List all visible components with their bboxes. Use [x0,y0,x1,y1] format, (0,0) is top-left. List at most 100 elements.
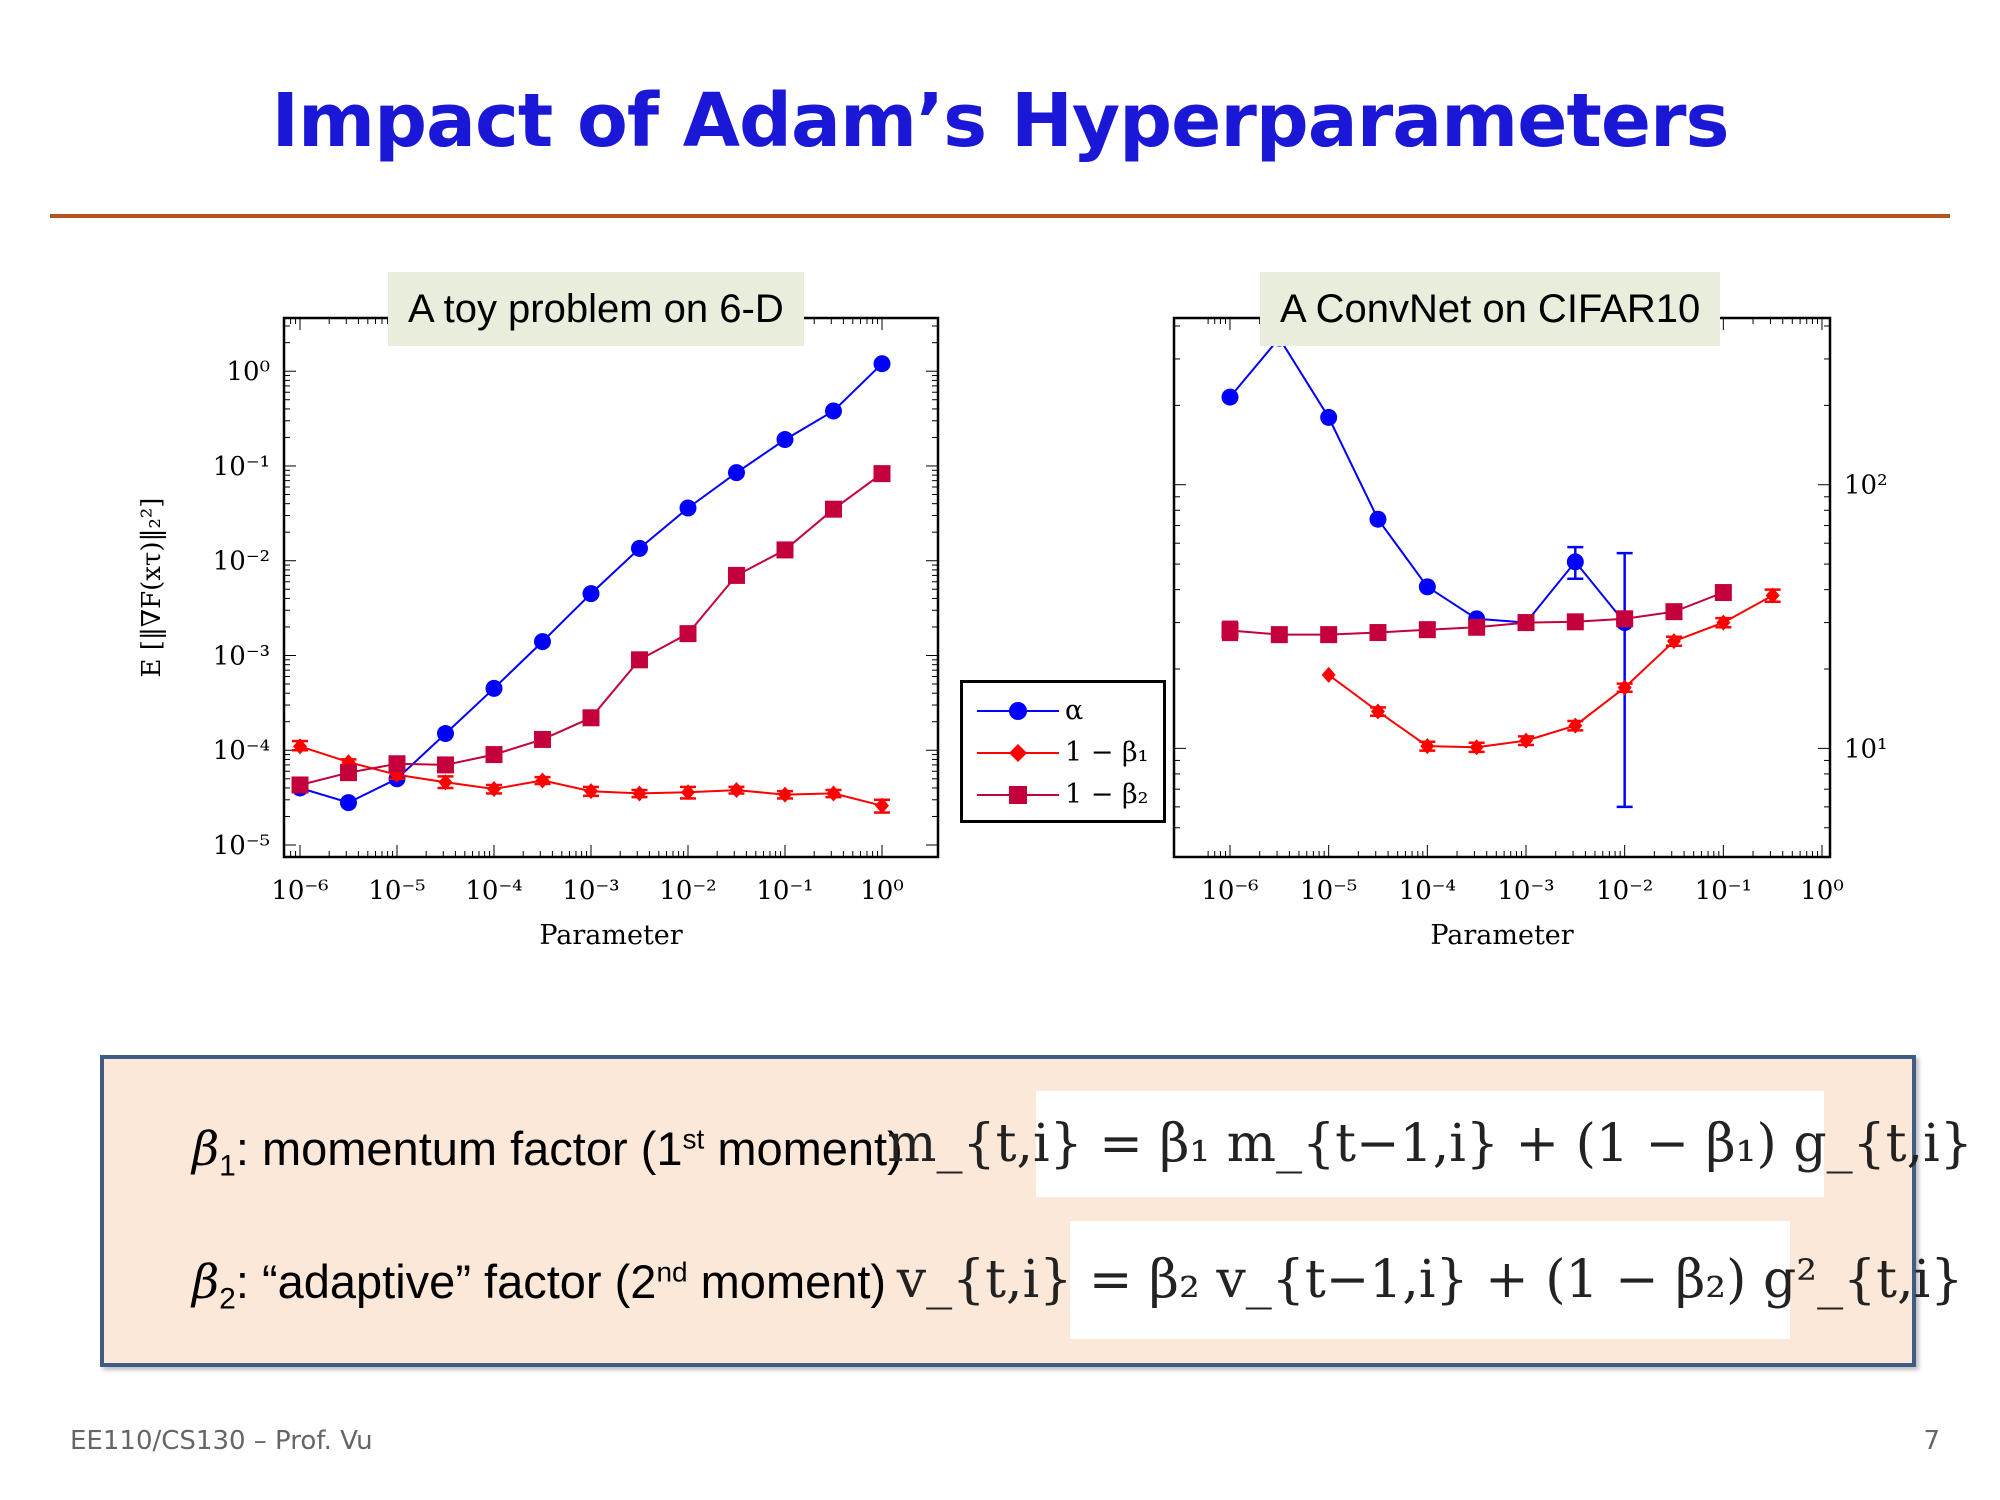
x-tick-label: 10⁻² [1596,876,1653,906]
legend-entry-alpha: α [973,691,1153,731]
y-tick-label: 10¹ [1844,734,1888,764]
y-tick-label: 10⁻³ [213,641,270,671]
data-point-beta2 [582,709,600,727]
legend-label-alpha: α [1065,695,1084,726]
data-point-beta2 [339,764,357,782]
chart-right-title: A ConvNet on CIFAR10 [1260,272,1721,346]
x-tick-label: 10⁻⁵ [1300,876,1357,906]
series-beta1 [292,738,890,814]
data-point-alpha [776,431,794,449]
chart-legend: α 1 − β₁ 1 − β₂ [960,680,1166,823]
second-moment-equation-text: v_{t,i} = β₂ v_{t−1,i} + (1 − β₂) g²_{t,… [896,1250,1964,1310]
data-point-beta2 [1221,621,1239,639]
data-point-beta2 [436,756,454,774]
beta1-symbol: β [192,1122,220,1177]
y-tick-label: 10⁻¹ [213,452,270,482]
x-tick-label: 10⁰ [860,876,904,906]
legend-marker-beta2 [977,786,1059,804]
data-point-beta1 [875,797,889,814]
data-point-beta2 [776,541,794,559]
legend-label-beta2: 1 − β₂ [1065,779,1149,810]
data-point-beta1 [826,785,841,802]
x-tick-label: 10⁻² [659,876,716,906]
data-point-alpha [533,633,551,651]
series-beta2 [291,465,891,794]
data-point-beta1 [1716,614,1731,631]
plot-frame [282,316,940,859]
data-point-alpha [485,679,503,697]
data-point-alpha [1320,408,1338,426]
beta2-superscript: nd [656,1256,688,1288]
legend-marker-alpha [977,702,1059,720]
data-point-beta2 [873,465,891,483]
beta2-subscript: 2 [219,1282,236,1316]
x-tick-label: 10⁻⁶ [271,876,328,906]
data-point-beta1 [1469,739,1484,756]
data-point-alpha [436,725,454,743]
data-point-alpha [873,355,891,373]
x-tick-label: 10⁻¹ [1695,876,1752,906]
data-point-beta2 [291,776,309,794]
data-point-alpha [630,539,648,557]
x-tick-label: 10⁻⁴ [1399,876,1456,906]
first-moment-equation: m_{t,i} = β₁ m_{t−1,i} + (1 − β₁) g_{t,i… [887,1091,1973,1197]
data-point-beta2 [1369,624,1387,642]
series-line-beta1 [1328,594,1774,749]
data-point-beta2 [1714,584,1732,602]
data-point-beta1 [487,780,501,797]
x-tick-label: 10⁻³ [1497,876,1554,906]
data-point-beta2 [1616,610,1634,628]
chart-left-title: A toy problem on 6-D [388,272,804,346]
data-point-alpha [679,499,697,517]
y-axis-label: E [‖∇F(xτ)‖₂²] [137,498,167,678]
data-point-beta2 [1566,613,1584,631]
hyperparameter-info-box: β1: momentum factor (1st moment) β2: “ad… [100,1055,1973,1367]
x-tick-label: 10⁻⁵ [368,876,425,906]
data-point-beta1 [1370,703,1385,720]
y-tick-label: 10⁻⁵ [213,831,270,861]
data-point-beta1 [778,786,792,803]
data-point-beta2 [388,755,406,773]
data-point-alpha [1369,510,1387,528]
x-tick-label: 10⁻⁴ [465,876,522,906]
beta2-tail: moment) [687,1255,887,1308]
data-point-beta2 [1665,603,1683,621]
data-point-alpha [1221,388,1239,406]
x-tick-label: 10⁰ [1800,876,1844,906]
data-point-beta2 [630,651,648,669]
data-point-beta2 [727,566,745,584]
data-point-alpha [339,794,357,812]
series-beta1 [1321,587,1781,756]
legend-entry-beta2: 1 − β₂ [973,775,1153,815]
data-point-alpha [727,464,745,482]
y-tick-label: 10² [1844,471,1888,501]
y-tick-label: 10⁰ [226,357,270,387]
title-divider [50,214,1950,218]
data-point-beta1 [681,784,695,801]
data-point-beta2 [824,500,842,518]
data-point-beta1 [293,738,307,755]
data-point-beta2 [1270,626,1288,644]
x-tick-label: 10⁻³ [562,876,619,906]
beta2-description: β2: “adaptive” factor (2nd moment) [192,1254,886,1316]
y-tick-label: 10⁻² [213,547,270,577]
beta1-text: : momentum factor (1 [235,1122,683,1175]
beta1-tail: moment) [704,1122,903,1175]
data-point-beta1 [1765,587,1780,604]
series-beta2 [1221,584,1732,644]
x-tick-label: 10⁻¹ [756,876,813,906]
x-tick-label: 10⁻⁶ [1201,876,1258,906]
data-point-beta2 [1468,618,1486,636]
data-point-beta1 [729,782,744,799]
data-point-beta2 [1320,626,1338,644]
data-point-beta1 [1420,738,1435,755]
chart-1: 10⁻⁶ 10⁻⁵ 10⁻⁴ 10⁻³ 10⁻² 10⁻¹ 10⁰ Parameter 10¹ 1… [1172,316,1888,951]
x-axis-label: Parameter [1430,920,1573,951]
data-point-beta2 [679,625,697,643]
data-point-alpha [824,402,842,420]
beta1-superscript: st [682,1123,705,1155]
data-point-beta1 [1568,717,1583,734]
legend-label-beta1: 1 − β₁ [1065,737,1149,768]
data-point-beta1 [1321,666,1336,683]
